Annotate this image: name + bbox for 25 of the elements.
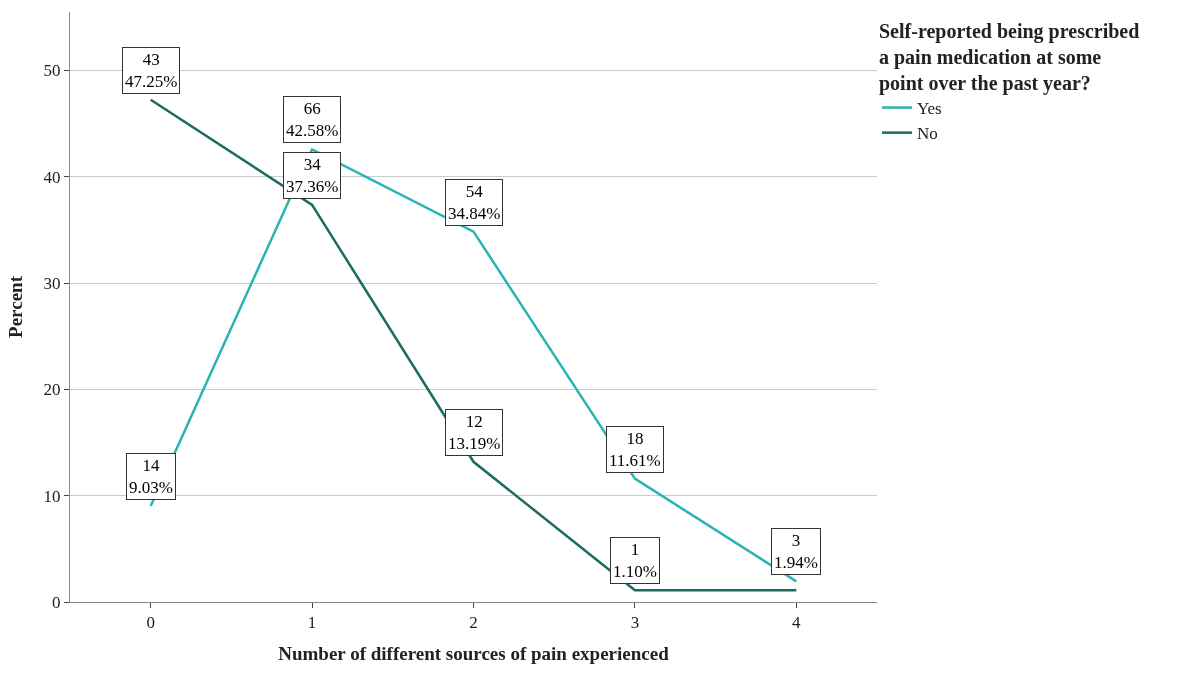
x-tick-label: 1 — [307, 613, 317, 633]
data-label: 3 1.94% — [774, 531, 818, 573]
y-tick-label: 50 — [43, 61, 61, 81]
data-label: 34 37.36% — [286, 155, 339, 197]
data-label: 14 9.03% — [129, 456, 173, 498]
data-label: 54 34.84% — [448, 182, 501, 224]
x-axis-title: Number of different sources of pain experienced — [278, 643, 670, 665]
y-tick-label: 10 — [43, 486, 61, 506]
y-tick-label: 0 — [52, 592, 61, 612]
data-label: 18 11.61% — [609, 429, 661, 471]
y-axis-title: Percent — [5, 275, 27, 338]
legend-label: No — [917, 124, 938, 144]
x-tick-label: 4 — [792, 613, 802, 633]
legend-label: Yes — [917, 99, 942, 119]
data-label: 1 1.10% — [613, 540, 657, 582]
x-tick-label: 0 — [146, 613, 155, 633]
x-tick-label: 3 — [630, 613, 640, 633]
y-tick-label: 20 — [43, 380, 61, 400]
y-tick-label: 40 — [43, 167, 61, 187]
y-tick-label: 30 — [43, 274, 61, 294]
data-label: 66 42.58% — [286, 99, 339, 141]
data-label: 43 47.25% — [125, 50, 178, 92]
legend-title: Self-reported being prescribed a pain medication at some point over the past year? — [879, 20, 1140, 95]
data-label: 12 13.19% — [448, 412, 501, 454]
x-tick-label: 2 — [469, 613, 478, 633]
